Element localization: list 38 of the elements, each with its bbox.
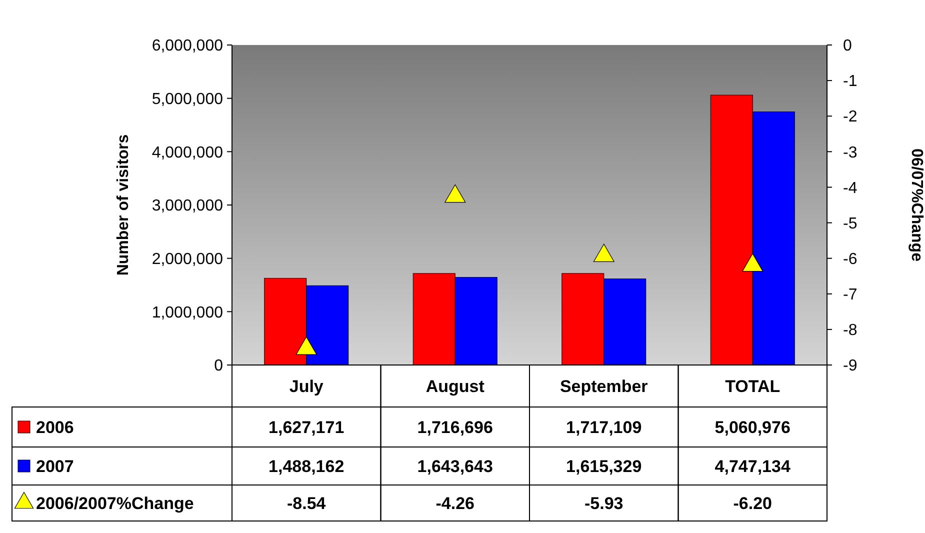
data-label: 4,747,134: [714, 456, 791, 476]
y-tick-label: 4,000,000: [152, 144, 224, 162]
data-label: 1,717,109: [566, 418, 642, 437]
y-axis-title: Number of visitors: [115, 134, 132, 276]
y-tick-label: 5,000,000: [152, 90, 224, 108]
data-label: 1,643,643: [417, 456, 493, 476]
data-label: -8.54: [287, 494, 326, 513]
y-tick-label: 3,000,000: [152, 198, 224, 215]
legend-label: 2007: [36, 456, 74, 476]
y2-tick-label: -7: [843, 286, 858, 304]
x-tick-label: July: [289, 376, 324, 396]
legend-label: 2006: [36, 418, 74, 437]
x-tick-label: September: [560, 376, 648, 396]
y2-tick-label: -2: [843, 108, 858, 126]
y2-tick-label: -1: [843, 73, 858, 90]
data-label: 1,615,329: [566, 456, 642, 476]
y-tick-label: 2,000,000: [152, 250, 224, 268]
data-label: -6.20: [733, 494, 772, 513]
data-label: -5.93: [584, 494, 624, 513]
data-label: 1,488,162: [268, 456, 344, 476]
data-label: -4.26: [436, 494, 474, 513]
y2-tick-label: -6: [843, 250, 858, 268]
data-label: 5,060,976: [714, 418, 790, 437]
y2-axis-title: 06/07%Change: [908, 148, 925, 262]
y2-tick-label: 0: [843, 38, 852, 55]
legend-label: 2006/2007%Change: [36, 494, 194, 513]
y2-tick-label: -3: [843, 144, 858, 162]
y2-tick-label: -9: [843, 358, 858, 375]
y-tick-label: 1,000,000: [152, 304, 224, 322]
y2-tick-label: -4: [843, 180, 858, 197]
y2-tick-label: -8: [843, 322, 858, 340]
data-label: 1,716,696: [417, 418, 493, 437]
y2-tick-label: -5: [843, 215, 858, 232]
x-tick-label: August: [426, 376, 485, 396]
x-tick-label: TOTAL: [725, 376, 780, 396]
data-label: 1,627,171: [268, 418, 344, 437]
y-tick-label: 0: [214, 358, 224, 375]
y-tick-label: 6,000,000: [152, 38, 224, 55]
